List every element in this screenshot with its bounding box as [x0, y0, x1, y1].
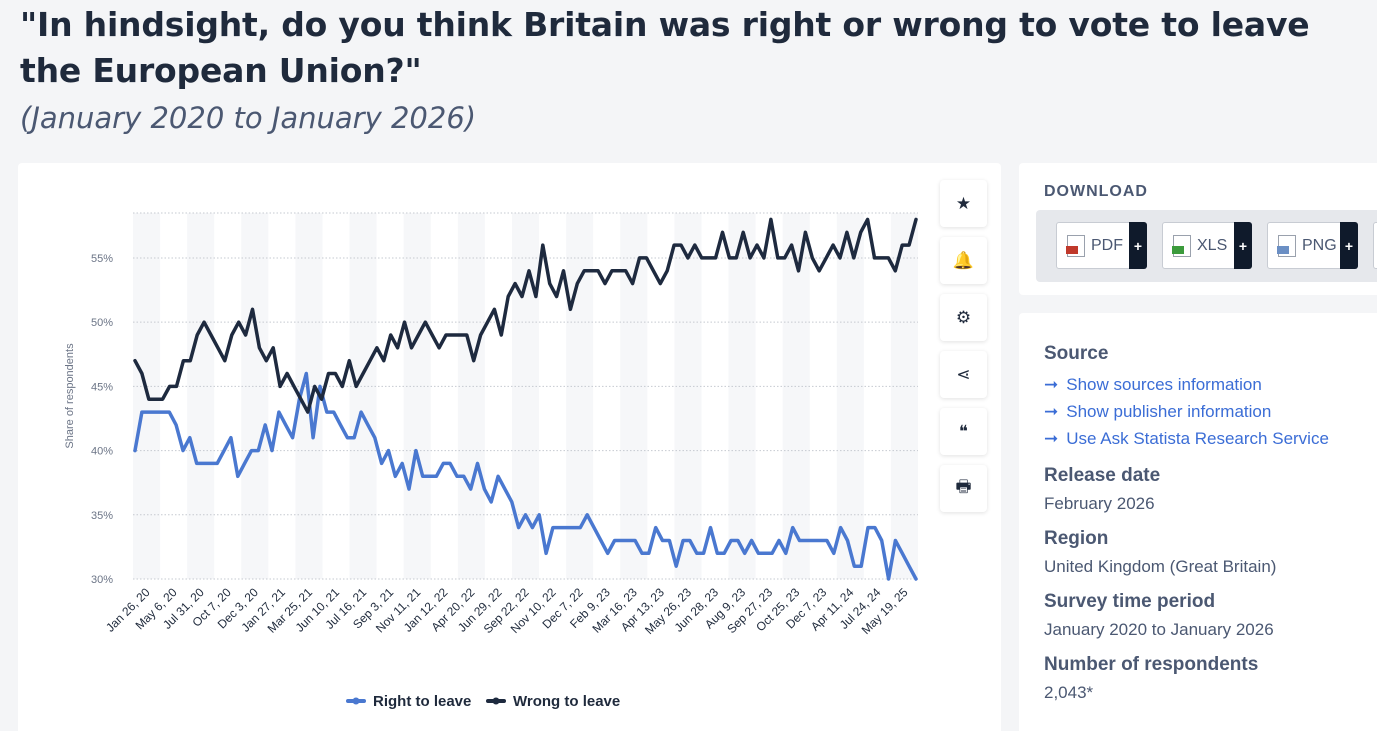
arrow-right-icon: ➞ — [1044, 402, 1059, 421]
info-card — [1019, 313, 1377, 731]
y-tick-label: 40% — [91, 446, 113, 458]
line-chart: 30%35%40%45%50%55%Share of respondentsJa… — [64, 212, 918, 710]
y-tick-label: 30% — [91, 574, 113, 586]
survey-period-value: January 2020 to January 2026 — [1044, 620, 1274, 639]
grid-band — [674, 213, 702, 579]
release-date-heading: Release date — [1044, 465, 1161, 486]
bell-icon: 🔔 — [952, 250, 975, 270]
grid-band — [890, 213, 918, 579]
star-icon: ★ — [955, 193, 972, 213]
page-subtitle: (January 2020 to January 2026) — [20, 101, 477, 135]
arrow-right-icon: ➞ — [1044, 429, 1059, 448]
y-tick-label: 50% — [91, 317, 113, 329]
share-button[interactable]: ⋖ — [940, 351, 987, 398]
series-line-wrong-to-leave — [133, 217, 918, 414]
pdf-file-icon — [1066, 234, 1085, 257]
region-value: United Kingdom (Great Britain) — [1044, 557, 1277, 576]
source-heading: Source — [1044, 343, 1109, 364]
legend-label: Wrong to leave — [513, 693, 620, 710]
respondents-heading: Number of respondents — [1044, 654, 1259, 675]
y-axis-label: Share of respondents — [64, 343, 76, 449]
statistic-info: Source ➞ Show sources information ➞ Show p… — [1044, 343, 1374, 704]
arrow-right-icon: ➞ — [1044, 375, 1059, 394]
png-file-icon — [1277, 234, 1296, 257]
show-publisher-label: Show publisher information — [1066, 402, 1272, 421]
download-png-label: PNG — [1302, 236, 1337, 254]
page-title: "In hindsight, do you think Britain was … — [20, 5, 1310, 90]
download-bar: PDF + XLS + PNG + — [1036, 210, 1377, 282]
cite-button[interactable]: ❝ — [940, 408, 987, 455]
download-png-button[interactable]: PNG + — [1267, 222, 1358, 269]
grid-band — [457, 213, 485, 579]
settings-button[interactable]: ⚙ — [940, 294, 987, 341]
y-tick-label: 55% — [91, 253, 113, 265]
download-pdf-label: PDF — [1091, 236, 1123, 254]
notification-button[interactable]: 🔔 — [940, 237, 987, 284]
download-xls-label: XLS — [1197, 236, 1228, 254]
xls-file-icon — [1172, 234, 1191, 257]
legend-marker-dot — [352, 697, 360, 705]
legend-label: Right to leave — [373, 693, 471, 710]
chart-toolbar: ★ 🔔 ⚙ ⋖ ❝ 🖶 — [940, 180, 987, 522]
y-tick-label: 45% — [91, 381, 113, 393]
survey-period-heading: Survey time period — [1044, 591, 1216, 612]
grid-band — [620, 213, 648, 579]
legend-marker-dot — [492, 697, 500, 705]
ask-statista-label: Use Ask Statista Research Service — [1066, 429, 1329, 448]
grid-band — [241, 213, 269, 579]
show-publisher-link[interactable]: ➞ Show publisher information — [1044, 398, 1374, 425]
grid-band — [836, 213, 864, 579]
grid-band — [403, 213, 431, 579]
share-icon: ⋖ — [956, 364, 971, 384]
series-line-right-to-leave — [133, 371, 918, 581]
grid-band — [349, 213, 377, 579]
download-title: DOWNLOAD — [1044, 183, 1148, 200]
grid-band — [187, 213, 215, 579]
download-card: DOWNLOAD PDF + XLS + PNG + — [1019, 163, 1377, 295]
grid-band — [782, 213, 810, 579]
printer-icon: 🖶 — [955, 477, 972, 496]
gear-icon: ⚙ — [955, 307, 972, 327]
plus-icon[interactable]: + — [1234, 222, 1252, 269]
release-date-value: February 2026 — [1044, 494, 1155, 513]
chart-card: 30% 35% 40% 45% 50% 55% Share of respondents Ja… — [18, 163, 1001, 731]
download-more-button[interactable] — [1373, 222, 1377, 269]
show-sources-link[interactable]: ➞ Show sources information — [1044, 371, 1374, 398]
respondents-value: 2,043* — [1044, 683, 1094, 702]
download-pdf-button[interactable]: PDF + — [1056, 222, 1147, 269]
download-xls-button[interactable]: XLS + — [1162, 222, 1252, 269]
plus-icon[interactable]: + — [1129, 222, 1147, 269]
quote-icon: ❝ — [958, 421, 969, 441]
print-button[interactable]: 🖶 — [940, 465, 987, 512]
region-heading: Region — [1044, 528, 1109, 549]
y-tick-label: 35% — [91, 510, 113, 522]
plus-icon[interactable]: + — [1340, 222, 1358, 269]
ask-statista-link[interactable]: ➞ Use Ask Statista Research Service — [1044, 425, 1374, 452]
grid-band — [566, 213, 594, 579]
grid-band — [728, 213, 756, 579]
favorite-button[interactable]: ★ — [940, 180, 987, 227]
show-sources-label: Show sources information — [1066, 375, 1262, 394]
